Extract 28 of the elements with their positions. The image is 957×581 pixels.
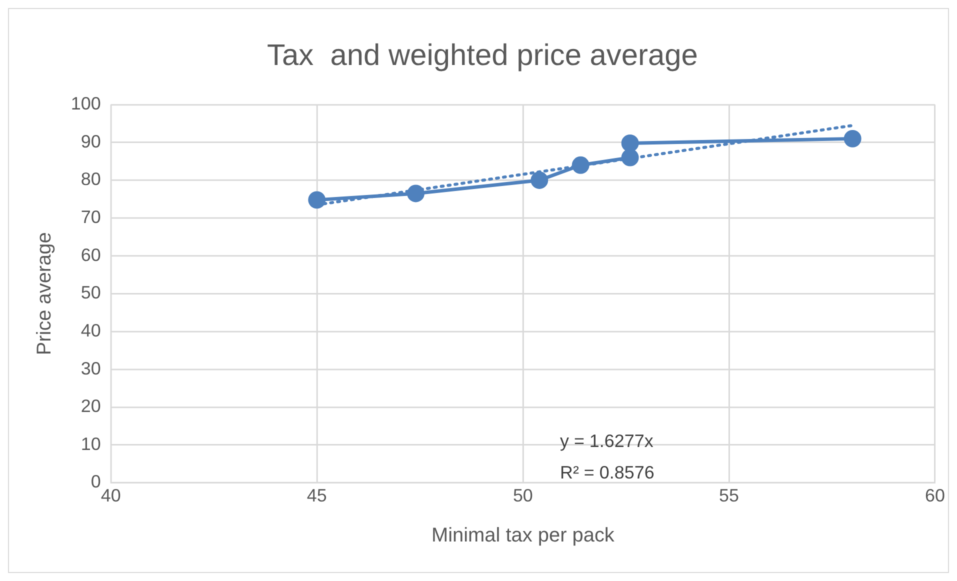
y-tick-label: 50: [80, 282, 101, 303]
y-axis-title: Price average: [33, 232, 56, 356]
annotation: y = 1.6277x: [560, 430, 654, 451]
point: [572, 156, 590, 174]
annotation: R² = 0.8576: [560, 462, 654, 483]
y-tick-label: 40: [80, 320, 101, 340]
y-tick-label: 60: [80, 244, 101, 265]
point: [530, 172, 548, 189]
point: [407, 184, 424, 202]
x-axis-title: Minimal tax per pack: [431, 524, 614, 547]
y-tick-label: 70: [80, 207, 101, 228]
y-tick-label: 80: [80, 169, 101, 190]
point: [621, 134, 639, 152]
x-tick-label: 60: [925, 485, 946, 506]
y-tick-label: 100: [70, 94, 101, 114]
y-tick-label: 20: [80, 396, 101, 416]
x-tick-label: 50: [512, 485, 533, 506]
chart-title: Tax and weighted price average: [267, 39, 698, 72]
point: [621, 148, 639, 166]
y-tick-label: 0: [90, 472, 101, 492]
point: [844, 130, 862, 148]
y-tick-label: 30: [80, 358, 101, 378]
x-tick-label: 40: [100, 485, 121, 506]
x-tick-label: 45: [306, 485, 327, 506]
x-tick-label: 55: [718, 485, 739, 506]
y-tick-label: 90: [80, 131, 101, 152]
point: [308, 191, 326, 209]
y-tick-label: 10: [80, 434, 101, 454]
